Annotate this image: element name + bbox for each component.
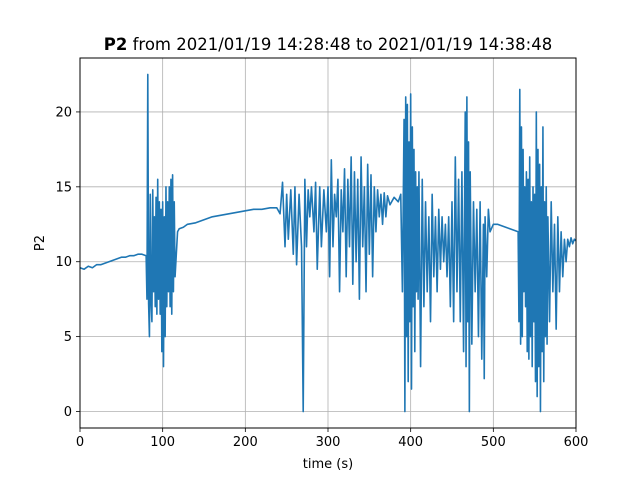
x-axis-label: time (s): [303, 457, 353, 472]
x-tick-label: 300: [316, 435, 341, 450]
x-tick-label: 100: [150, 435, 175, 450]
y-tick-label: 0: [64, 405, 72, 420]
y-tick-label: 5: [64, 330, 72, 345]
y-axis-label: P2: [33, 235, 48, 251]
chart-title: P2 from 2021/01/19 14:28:48 to 2021/01/1…: [104, 35, 552, 54]
series-line: [79, 73, 577, 413]
y-tick-label: 15: [55, 180, 72, 195]
x-tick-label: 0: [76, 435, 84, 450]
chart-title-bold: P2: [104, 35, 128, 54]
y-tick-label: 20: [55, 105, 72, 120]
chart-title-rest: from 2021/01/19 14:28:48 to 2021/01/19 1…: [127, 35, 552, 54]
x-axis: 0 100 200 300 400 500 600: [76, 428, 589, 450]
x-tick-label: 200: [233, 435, 258, 450]
y-axis: 0 5 10 15 20: [55, 105, 80, 420]
x-tick-label: 500: [481, 435, 506, 450]
x-tick-label: 600: [564, 435, 589, 450]
y-tick-label: 10: [55, 255, 72, 270]
plot-area: [79, 73, 577, 413]
x-tick-label: 400: [398, 435, 423, 450]
